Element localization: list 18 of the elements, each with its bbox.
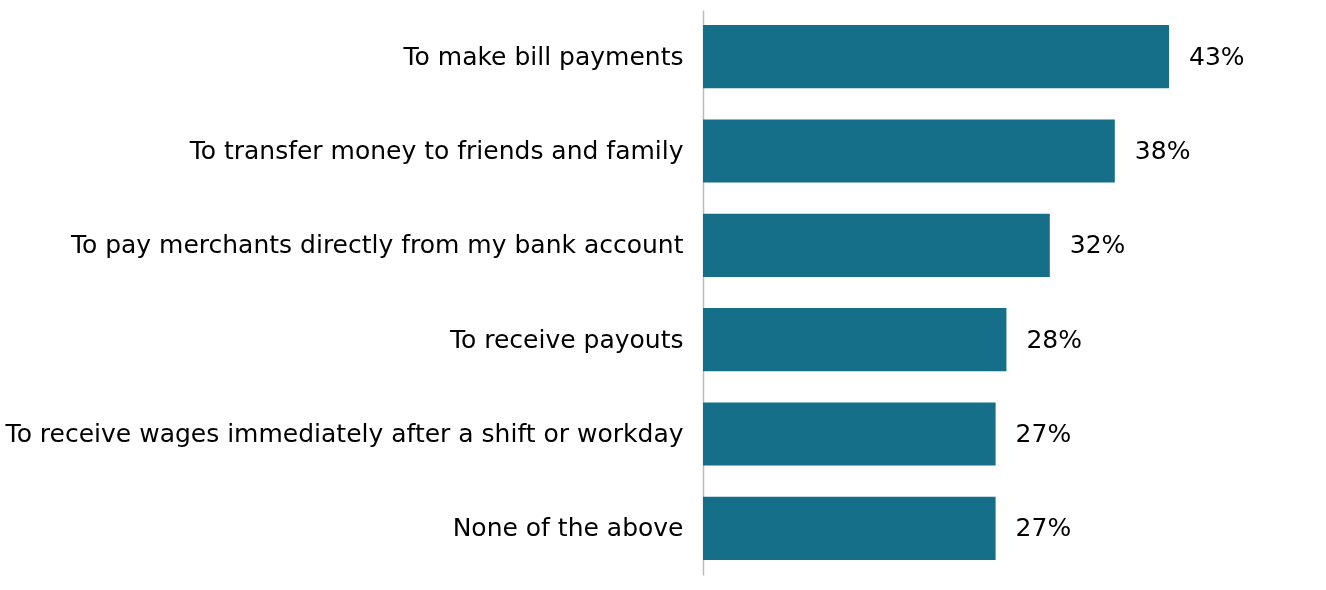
- data-label: 43%: [1189, 41, 1245, 71]
- bar: [703, 119, 1115, 183]
- bar: [703, 213, 1050, 277]
- data-label: 27%: [1015, 513, 1072, 543]
- data-label: 27%: [1015, 418, 1072, 448]
- data-label: 32%: [1069, 230, 1126, 260]
- y-tick-label: None of the above: [452, 513, 684, 543]
- bar: [703, 402, 996, 466]
- bar: [703, 308, 1007, 372]
- bar: [703, 25, 1169, 89]
- y-tick-label: To receive payouts: [448, 324, 684, 354]
- y-tick-label: To receive wages immediately after a shift or workday: [4, 418, 684, 448]
- bar: [703, 496, 996, 560]
- data-label: 28%: [1026, 324, 1083, 354]
- y-tick-label: To pay merchants directly from my bank account: [69, 230, 684, 260]
- data-label: 38%: [1134, 136, 1191, 166]
- y-tick-label: To transfer money to friends and family: [188, 136, 684, 166]
- y-tick-label: To make bill payments: [402, 41, 684, 71]
